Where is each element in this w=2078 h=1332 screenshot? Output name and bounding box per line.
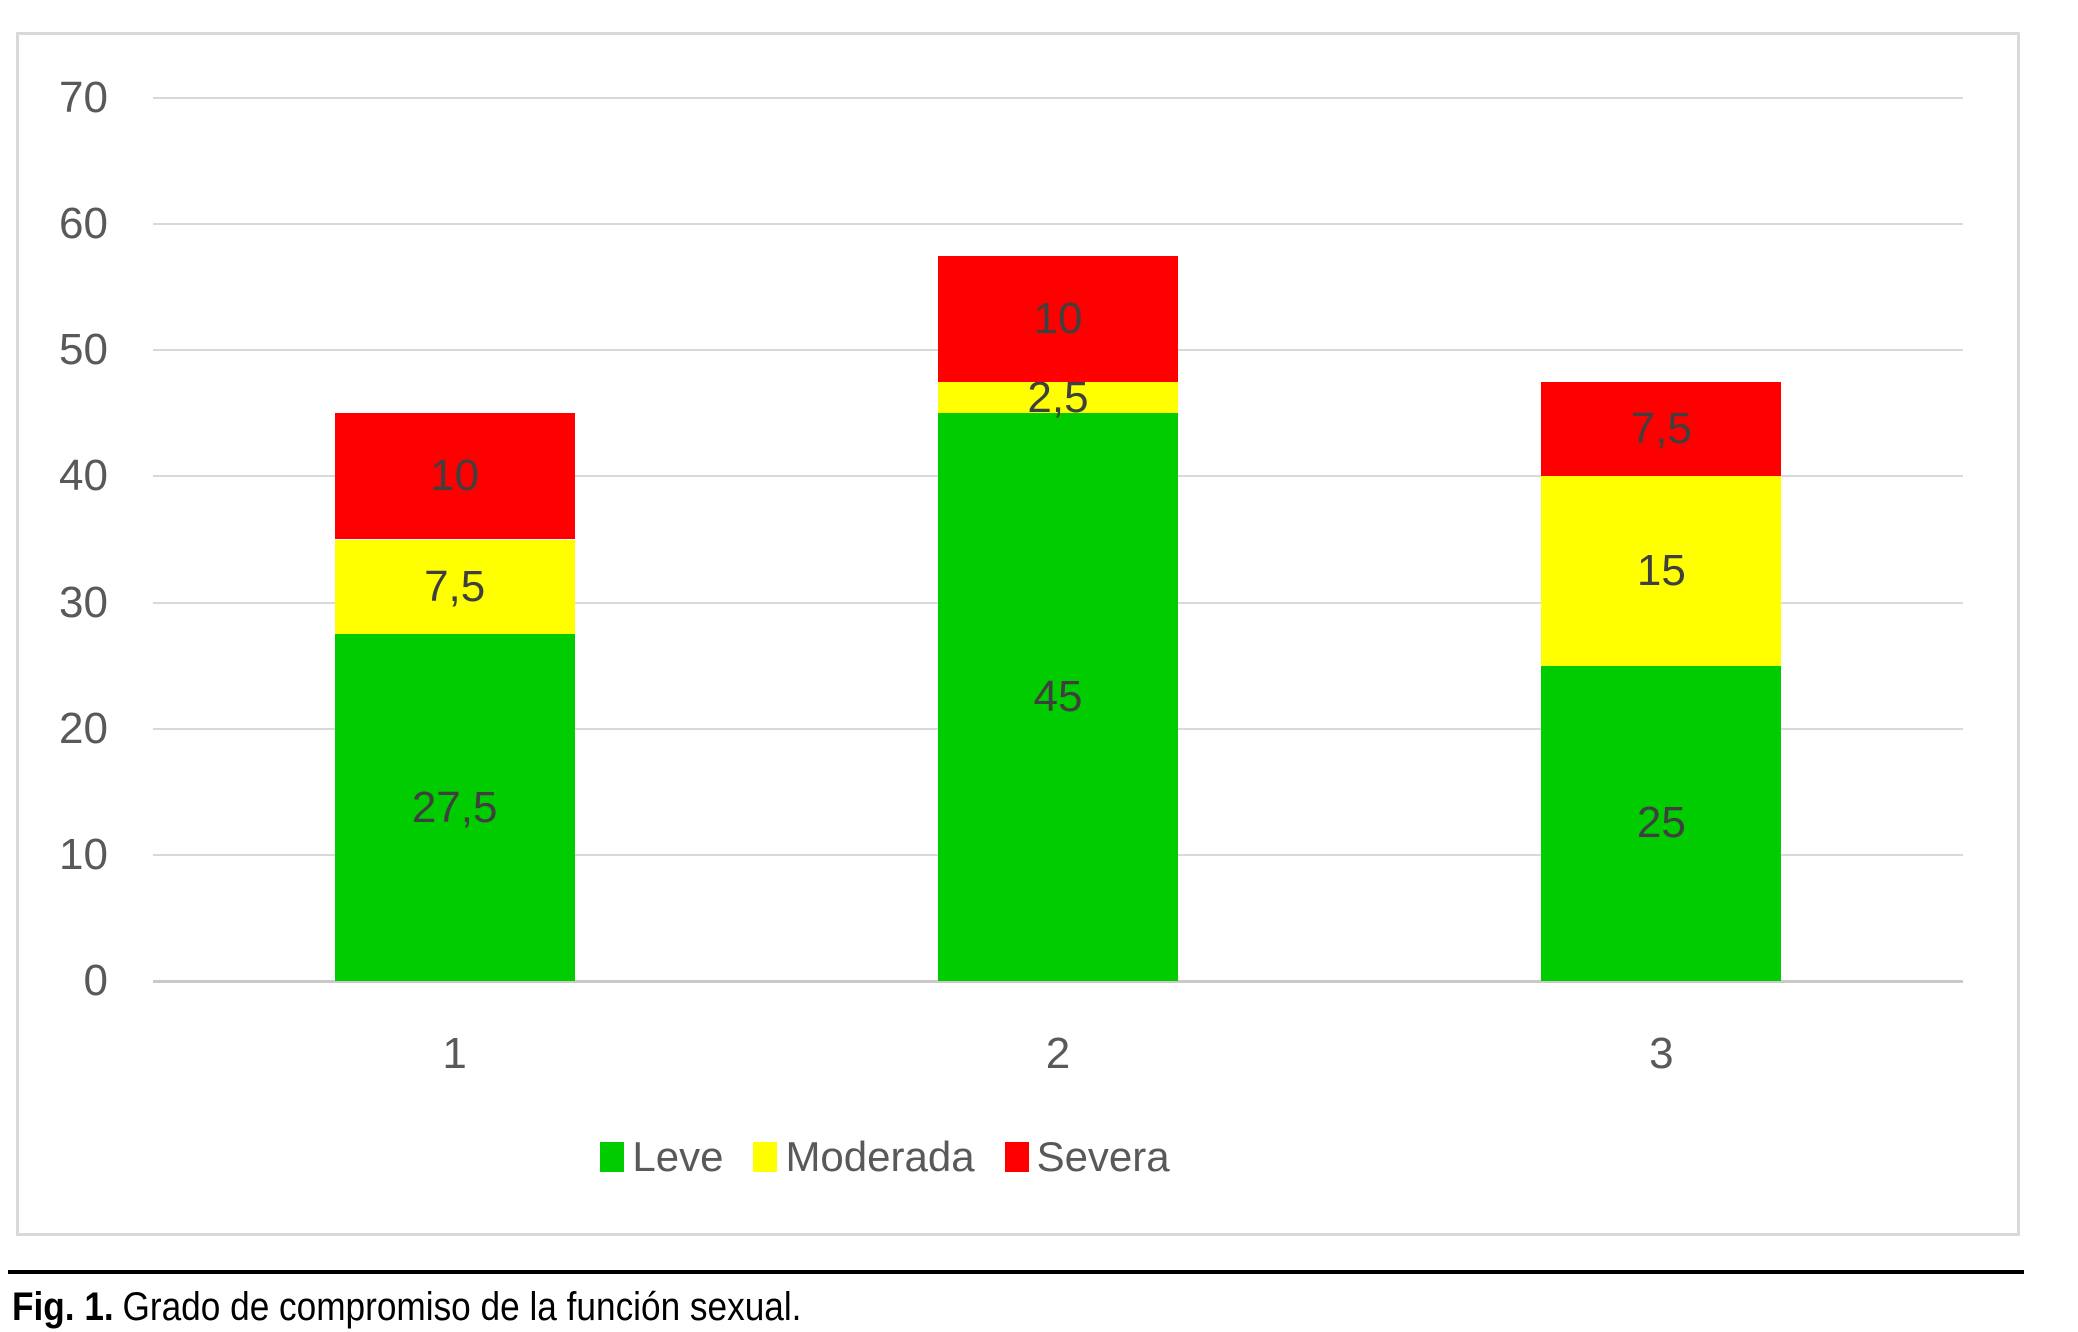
bar-value-label: 27,5 [411,782,498,832]
y-tick-label: 40 [59,451,108,501]
bar-segment-leve: 27,5 [334,634,575,981]
bar-value-label: 25 [1636,798,1686,848]
bar-value-label: 10 [1033,293,1083,343]
bar-value-label: 10 [430,451,480,501]
y-tick-label: 50 [59,325,108,375]
legend-item-leve: Leve [600,1133,723,1181]
legend: Leve Moderada Severa [0,1133,1884,1181]
legend-swatch-moderada [753,1142,778,1172]
y-axis: 70 60 50 40 30 20 10 0 [19,73,108,1005]
y-tick-label: 0 [83,956,108,1005]
bar-value-label: 2,5 [1027,372,1089,422]
bar-segment-severa: 10 [938,255,1178,382]
legend-item-moderada: Moderada [753,1133,975,1181]
caption-text: Grado de compromiso de la función sexual… [122,1285,802,1329]
gridline [153,223,1963,226]
bar-value-label: 7,5 [424,561,486,611]
bar-segment-moderada: 2,5 [938,375,1178,419]
chart-frame: 70 60 50 40 30 20 10 0 27,5 7,5 10 45 2,5 10 25 15 7,5 … [16,32,2020,1236]
x-tick-label: 1 [442,1029,467,1078]
x-axis: 1 2 3 [153,1030,1963,1090]
x-tick-label: 3 [1649,1029,1674,1078]
legend-label: Moderada [785,1133,975,1180]
bar-segment-leve: 45 [938,413,1178,981]
y-tick-label: 60 [59,199,108,249]
bar-segment-severa: 7,5 [1541,381,1782,477]
legend-swatch-severa [1004,1142,1029,1172]
y-tick-label: 70 [59,73,108,122]
figure-caption: Fig. 1. Grado de compromiso de la función… [12,1284,801,1330]
y-tick-label: 10 [59,829,108,879]
y-tick-label: 20 [59,703,108,753]
legend-swatch-leve [600,1142,625,1172]
bar-value-label: 7,5 [1630,404,1692,454]
bar-value-label: 45 [1033,672,1083,722]
bar-value-label: 15 [1636,546,1686,596]
legend-label: Severa [1036,1133,1170,1180]
bar-segment-leve: 25 [1541,665,1782,981]
x-tick-label: 2 [1045,1029,1071,1078]
x-axis-baseline [153,980,1963,983]
y-tick-label: 30 [59,577,108,627]
plot-area: 27,5 7,5 10 45 2,5 10 25 15 7,5 [153,97,1963,983]
bar-segment-moderada: 15 [1541,476,1782,666]
legend-item-severa: Severa [1004,1133,1170,1181]
gridline [153,97,1963,99]
bars-layer: 27,5 7,5 10 45 2,5 10 25 15 7,5 [153,98,1963,981]
bar-segment-severa: 10 [334,413,575,540]
caption-rule [8,1270,2024,1274]
bar-segment-moderada: 7,5 [334,539,575,635]
legend-label: Leve [632,1133,724,1180]
caption-prefix: Fig. 1. [12,1285,114,1329]
